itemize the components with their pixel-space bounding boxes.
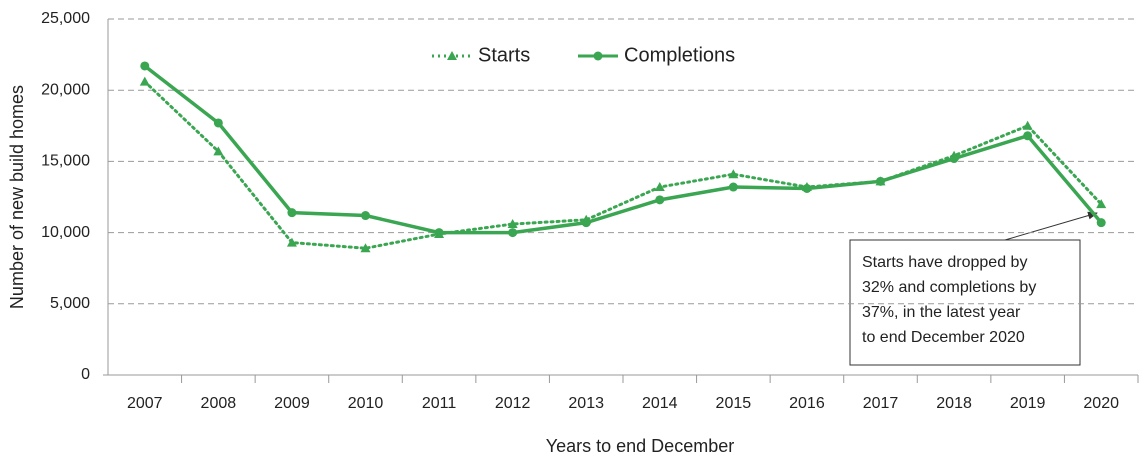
- point: [286, 237, 297, 247]
- point: [360, 243, 371, 253]
- x-axis-title: Years to end December: [546, 436, 734, 456]
- point: [508, 228, 518, 238]
- legend-label: Starts: [478, 44, 530, 66]
- x-tick-label: 2012: [495, 395, 531, 412]
- y-axis-title: Number of new build homes: [7, 85, 27, 309]
- point: [213, 146, 224, 156]
- y-tick-label: 10,000: [41, 224, 90, 241]
- x-tick-label: 2010: [348, 395, 384, 412]
- annotation-text: Starts have dropped by: [862, 254, 1027, 271]
- point: [1022, 120, 1033, 130]
- x-tick-label: 2014: [642, 395, 678, 412]
- x-tick-label: 2018: [936, 395, 972, 412]
- point: [1023, 131, 1033, 141]
- point: [213, 118, 223, 128]
- x-tick-label: 2016: [789, 395, 825, 412]
- series-line: [143, 80, 1103, 250]
- point: [802, 183, 812, 193]
- y-tick-label: 5,000: [50, 295, 90, 312]
- x-tick-label: 2017: [863, 395, 899, 412]
- y-tick-label: 20,000: [41, 81, 90, 98]
- x-tick-label: 2013: [568, 395, 604, 412]
- legend-marker: [593, 51, 603, 61]
- point: [361, 211, 370, 221]
- legend-label: Completions: [624, 44, 735, 66]
- point: [1096, 199, 1107, 209]
- annotation-text: 37%, in the latest year: [862, 304, 1021, 321]
- x-tick-label: 2020: [1083, 395, 1119, 412]
- point: [1096, 218, 1106, 228]
- x-tick-label: 2007: [127, 395, 163, 412]
- point: [140, 61, 150, 71]
- series-line: [143, 64, 1103, 235]
- y-tick-label: 0: [81, 366, 90, 383]
- point: [287, 208, 297, 218]
- x-tick-label: 2015: [716, 395, 752, 412]
- x-tick-label: 2019: [1010, 395, 1046, 412]
- y-tick-label: 25,000: [41, 10, 90, 27]
- point: [434, 228, 444, 238]
- point: [728, 169, 739, 179]
- point: [728, 182, 738, 192]
- point: [949, 154, 959, 164]
- point: [654, 182, 665, 192]
- legend-marker: [447, 51, 457, 60]
- annotation-text: 32% and completions by: [862, 279, 1036, 296]
- x-tick-label: 2009: [274, 395, 310, 412]
- y-tick-label: 15,000: [41, 153, 90, 170]
- x-tick-label: 2008: [201, 395, 237, 412]
- point: [139, 76, 150, 86]
- point: [507, 219, 518, 229]
- annotation-box: [849, 239, 1081, 366]
- annotation-arrow: [1004, 211, 1098, 241]
- annotation-text: to end December 2020: [862, 329, 1025, 346]
- point: [655, 195, 665, 205]
- point: [581, 218, 591, 228]
- point: [876, 176, 885, 186]
- x-tick-label: 2011: [422, 395, 457, 412]
